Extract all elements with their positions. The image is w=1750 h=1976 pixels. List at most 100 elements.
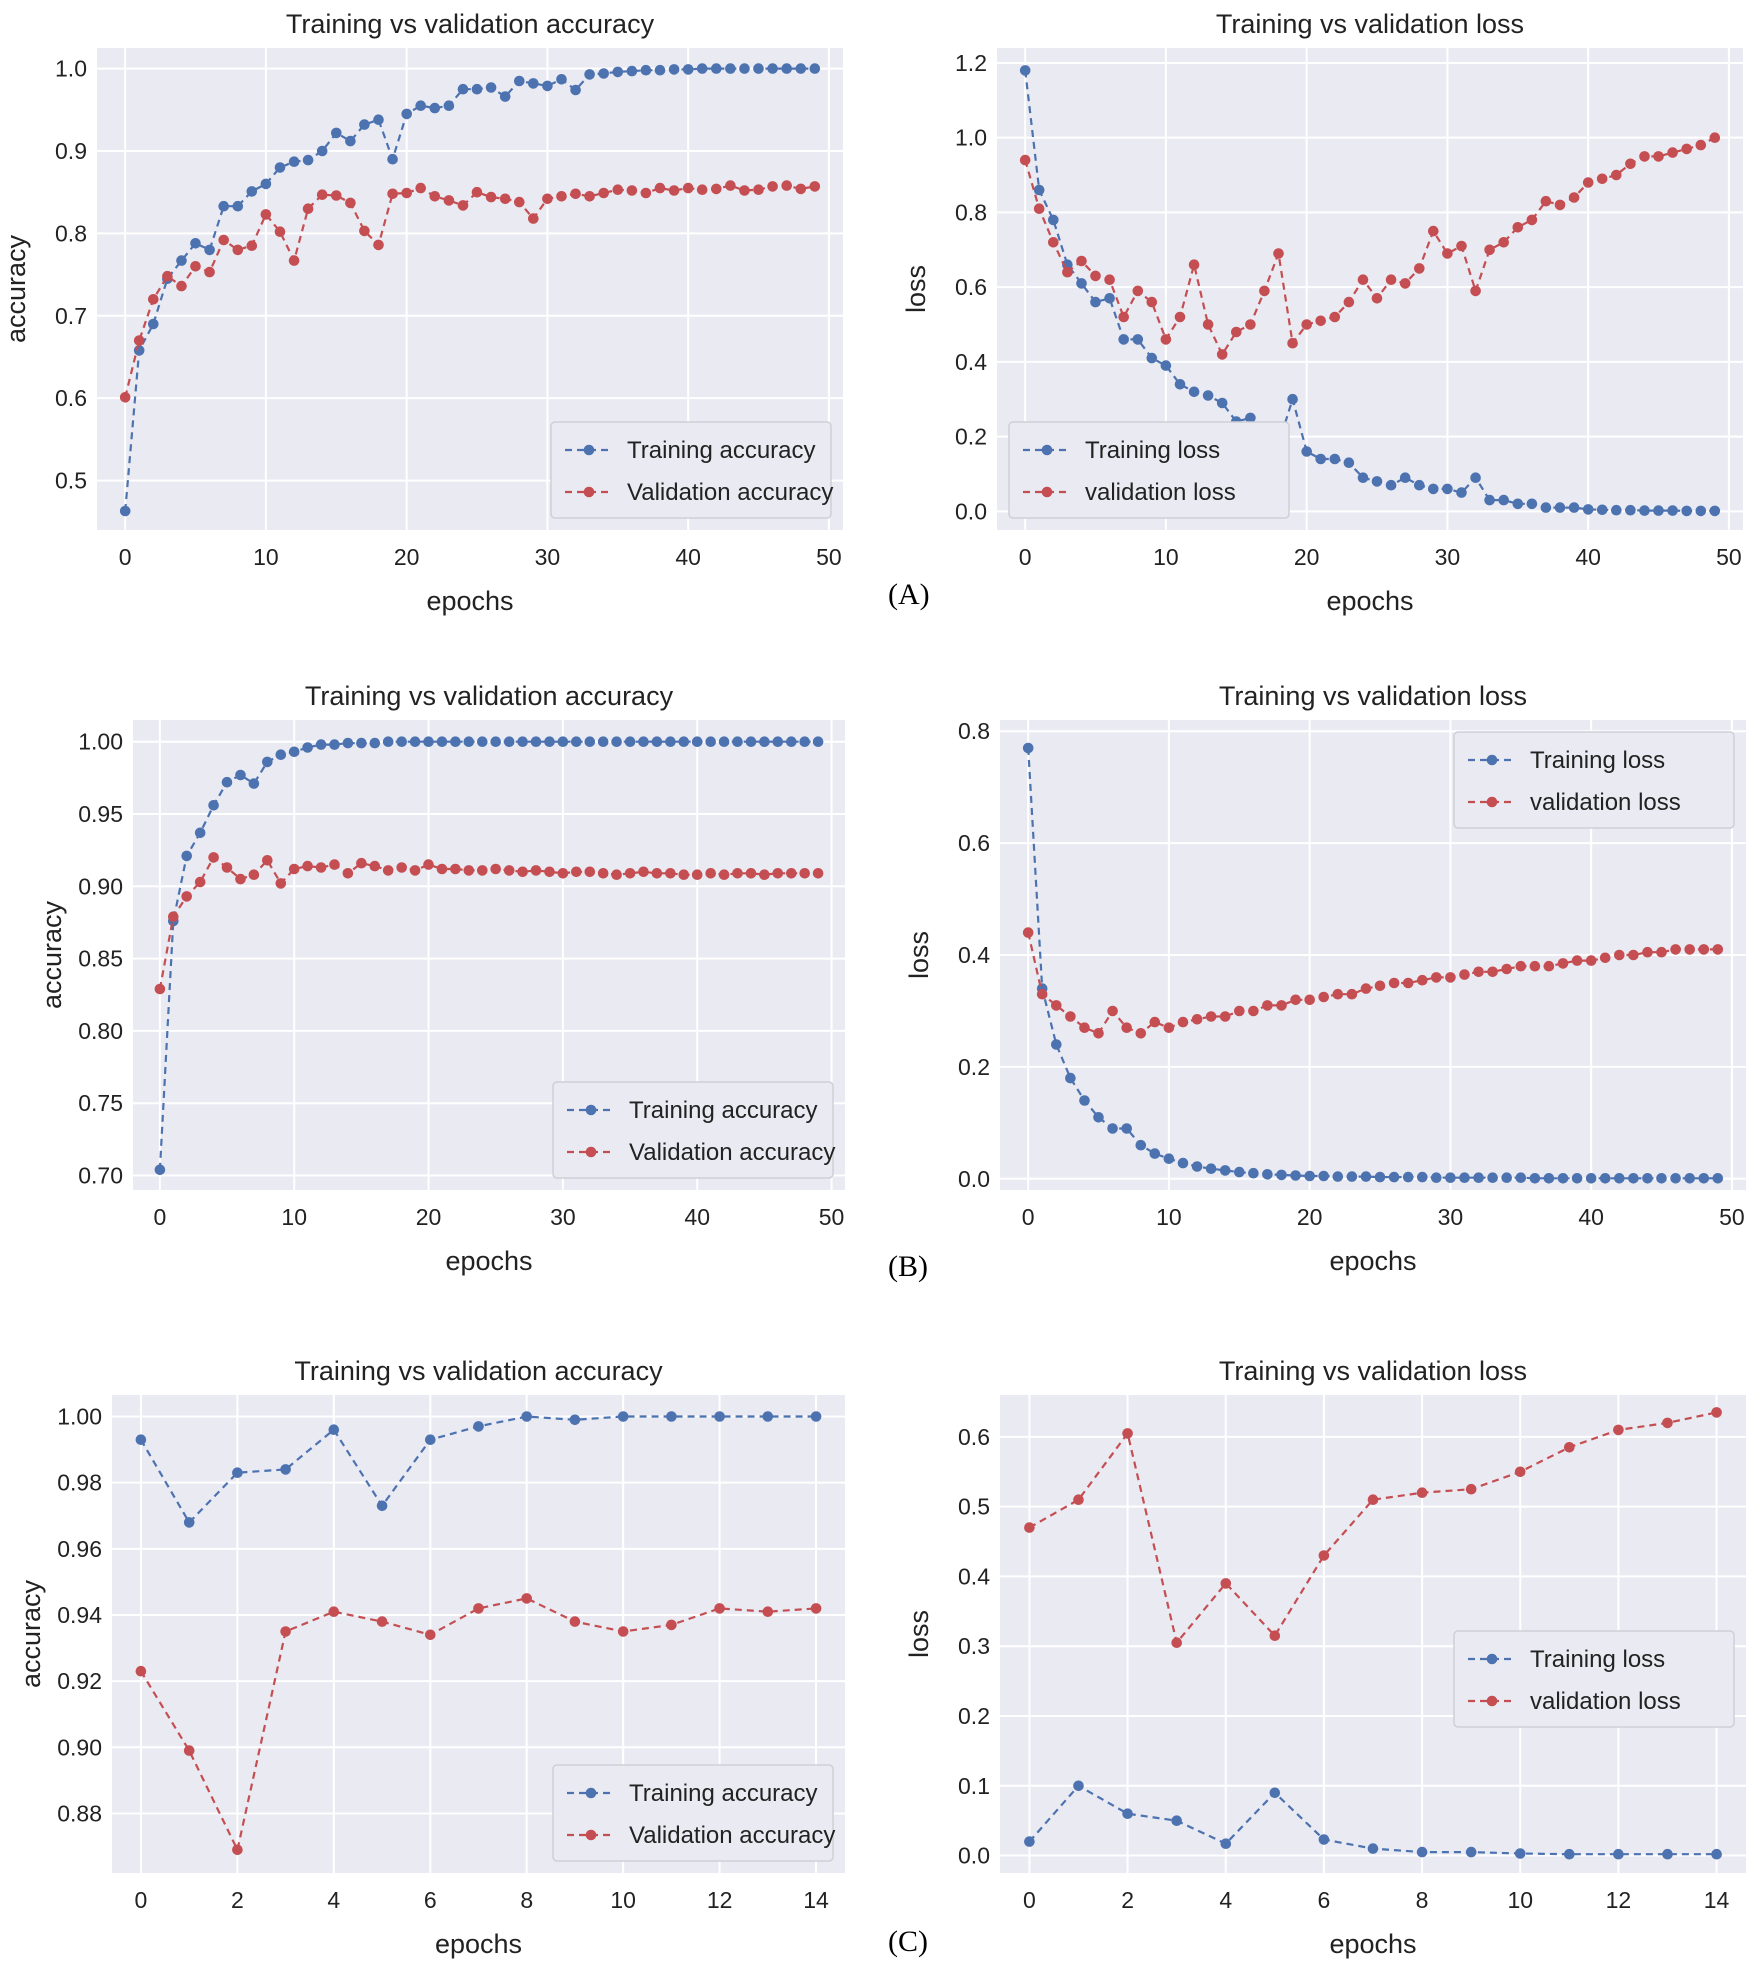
data-point: [1033, 203, 1045, 214]
x-tick-label: 12: [1606, 1887, 1632, 1913]
data-point: [288, 156, 300, 167]
data-point: [1625, 158, 1636, 170]
data-point: [1554, 199, 1566, 211]
x-tick-label: 8: [520, 1887, 533, 1913]
data-point: [1051, 1039, 1062, 1050]
data-point: [1290, 994, 1301, 1006]
data-point: [387, 153, 398, 165]
legend-box: [550, 421, 832, 519]
data-point: [1681, 143, 1692, 155]
data-point: [1079, 1022, 1090, 1033]
data-point: [1248, 1005, 1259, 1017]
y-axis-label: accuracy: [16, 1579, 46, 1688]
data-point: [302, 742, 313, 753]
data-point: [1107, 1005, 1118, 1017]
data-point: [1122, 1428, 1133, 1439]
data-point: [382, 736, 394, 747]
data-point: [1653, 505, 1664, 516]
legend-label: validation loss: [1530, 1688, 1681, 1715]
data-point: [1599, 952, 1611, 964]
data-point: [1371, 476, 1383, 487]
x-axis-label: epochs: [426, 586, 513, 616]
data-point: [665, 868, 676, 879]
data-point: [617, 1626, 629, 1637]
data-point: [331, 190, 342, 201]
data-point: [1540, 502, 1552, 513]
chart-title: Training vs validation loss: [1216, 9, 1524, 39]
data-point: [436, 736, 448, 747]
data-point: [1642, 946, 1653, 958]
data-point: [423, 859, 434, 870]
data-point: [640, 187, 652, 199]
data-point: [218, 200, 229, 212]
legend-marker: [1041, 486, 1053, 498]
data-point: [382, 865, 394, 876]
x-tick-label: 14: [1704, 1887, 1730, 1913]
data-point: [799, 868, 810, 879]
data-point: [1402, 1171, 1414, 1183]
data-point: [745, 736, 757, 747]
data-point: [624, 868, 636, 879]
data-point: [1048, 214, 1059, 226]
data-point: [584, 866, 596, 878]
data-point: [181, 891, 192, 902]
data-point: [1564, 1442, 1575, 1453]
data-point: [598, 187, 609, 199]
data-point: [1346, 988, 1358, 1000]
data-point: [450, 863, 461, 875]
data-point: [1177, 1157, 1189, 1169]
data-point: [415, 182, 427, 194]
data-point: [611, 869, 622, 880]
data-point: [1456, 240, 1467, 252]
data-point: [1698, 1173, 1710, 1184]
y-tick-label: 0.6: [958, 1424, 990, 1450]
legend: Training loss validation loss: [1008, 421, 1290, 519]
data-point: [1160, 334, 1172, 345]
data-point: [1065, 1011, 1076, 1022]
data-point: [624, 736, 636, 747]
data-point: [1414, 479, 1425, 491]
data-point: [1287, 393, 1298, 405]
y-tick-label: 0.4: [955, 349, 987, 375]
y-tick-label: 0.0: [955, 498, 987, 524]
x-axis-label: epochs: [435, 1929, 522, 1959]
data-point: [1613, 1848, 1624, 1860]
data-point: [1019, 65, 1031, 76]
legend-marker: [585, 1829, 597, 1841]
data-point: [682, 182, 694, 194]
data-point: [154, 983, 166, 995]
x-tick-label: 50: [819, 1204, 845, 1230]
data-point: [1346, 1171, 1358, 1182]
y-tick-label: 0.1: [958, 1773, 990, 1799]
legend-marker: [1486, 754, 1498, 766]
legend-marker: [585, 1104, 597, 1116]
data-point: [148, 318, 159, 330]
data-point: [499, 193, 511, 205]
data-point: [246, 240, 258, 251]
data-point: [1445, 1172, 1456, 1183]
data-point: [1582, 504, 1594, 515]
data-point: [1315, 453, 1326, 465]
x-axis-label: epochs: [1329, 1246, 1416, 1276]
data-point: [732, 868, 743, 879]
data-point: [1220, 1838, 1232, 1849]
y-tick-label: 0.2: [958, 1703, 990, 1729]
y-tick-label: 0.4: [958, 942, 990, 968]
data-point: [786, 736, 797, 747]
data-point: [711, 183, 722, 195]
data-point: [1276, 1000, 1287, 1011]
data-point: [584, 736, 596, 747]
x-tick-label: 6: [1318, 1887, 1331, 1913]
data-point: [1653, 151, 1664, 162]
data-point: [725, 180, 736, 191]
data-point: [1248, 1167, 1259, 1179]
data-point: [1625, 504, 1636, 516]
data-point: [1698, 944, 1710, 955]
data-point: [1667, 147, 1678, 158]
data-point: [329, 739, 340, 750]
data-point: [183, 1745, 195, 1756]
data-point: [119, 505, 131, 517]
data-point: [795, 183, 807, 195]
data-point: [1174, 311, 1186, 323]
y-tick-label: 0.8: [55, 220, 87, 246]
